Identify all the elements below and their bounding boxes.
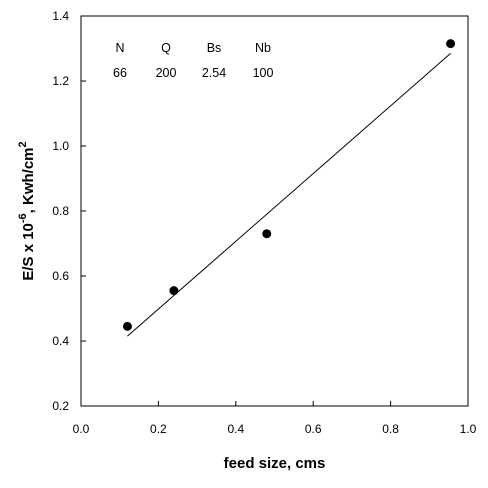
x-tick-label: 0.8 (382, 422, 399, 436)
param-value: 100 (253, 66, 274, 80)
x-tick-label: 0.0 (73, 422, 90, 436)
data-points (122, 39, 456, 331)
tick-marks (80, 15, 469, 407)
y-tick-label: 0.4 (52, 334, 69, 348)
y-axis-title: E/S x 10-6, Kwh/cm2 (17, 141, 37, 280)
param-label: N (115, 41, 124, 55)
x-tick-label: 1.0 (460, 422, 477, 436)
plot-frame (80, 15, 469, 407)
param-label: Nb (255, 41, 271, 55)
data-point (169, 286, 179, 296)
param-value: 200 (156, 66, 177, 80)
param-label: Bs (207, 41, 222, 55)
y-tick-label: 0.2 (52, 399, 69, 413)
y-tick-label: 1.0 (52, 139, 69, 153)
y-axis-title-main: E/S x 10 (20, 223, 37, 281)
y-tick-label: 0.6 (52, 269, 69, 283)
param-label: Q (161, 41, 171, 55)
y-tick-label: 1.2 (52, 74, 69, 88)
y-axis-title-exponent: -6 (17, 213, 29, 223)
fit-line (127, 52, 451, 337)
tick-labels: 0.0 0.2 0.4 0.6 0.8 1.0 0.2 0.4 0.6 0.8 1.0 1.2 1.4 (52, 9, 476, 436)
param-value: 66 (113, 66, 127, 80)
x-tick-label: 0.2 (150, 422, 167, 436)
y-tick-label: 1.4 (52, 9, 69, 23)
y-tick-label: 0.8 (52, 204, 69, 218)
data-point (446, 39, 456, 49)
x-tick-label: 0.6 (305, 422, 322, 436)
param-value: 2.54 (202, 66, 226, 80)
data-point (122, 321, 132, 331)
data-point (262, 229, 272, 239)
y-axis-title-unit: , Kwh/cm (20, 147, 37, 213)
y-axis-title-unit-exponent: 2 (17, 141, 29, 147)
parameter-table: N 66 Q 200 Bs 2.54 Nb 100 (113, 41, 273, 80)
x-axis-title: feed size, cms (224, 455, 326, 472)
x-tick-label: 0.4 (227, 422, 244, 436)
